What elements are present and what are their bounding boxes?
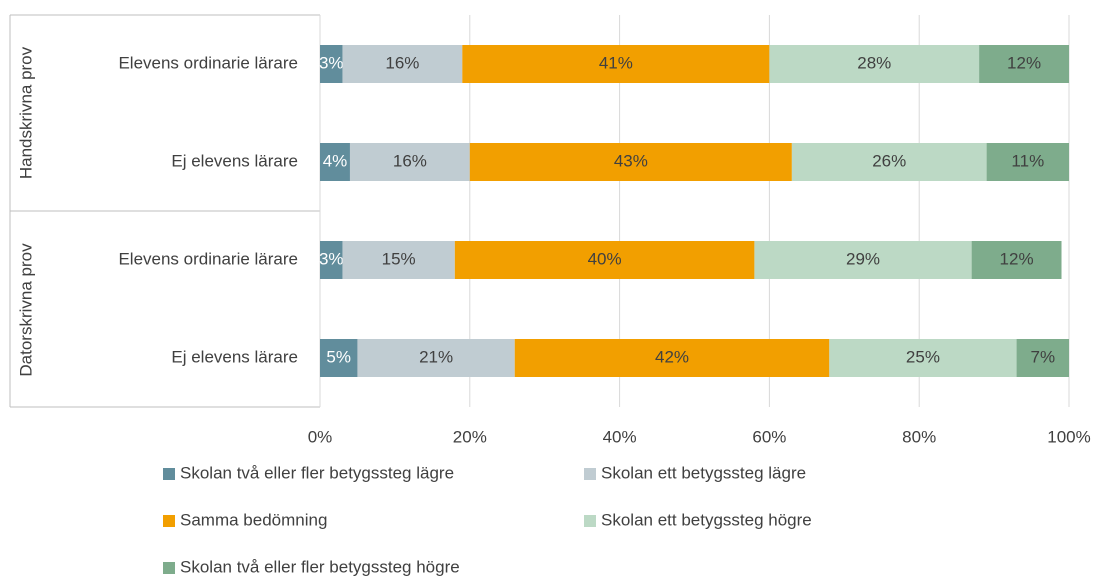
bar-segment [469, 143, 792, 181]
bar-segment [462, 45, 770, 83]
data-label: 28% [857, 53, 891, 72]
legend-label: Skolan två eller fler betygssteg lägre [180, 463, 454, 482]
y-tick-label: Ej elevens lärare [171, 151, 298, 170]
data-label: 4% [323, 151, 348, 170]
data-label: 41% [599, 53, 633, 72]
legend-label: Samma bedömning [180, 510, 327, 529]
data-label: 43% [614, 151, 648, 170]
data-label: 40% [588, 249, 622, 268]
bar-segment [320, 143, 350, 181]
bar-segment [514, 339, 830, 377]
data-label: 3% [319, 53, 344, 72]
legend-label: Skolan två eller fler betygssteg högre [180, 557, 460, 576]
data-label: 11% [1011, 151, 1044, 170]
y-tick-label: Elevens ordinarie lärare [118, 53, 298, 72]
bar-segment [971, 241, 1062, 279]
bar-segment [769, 45, 980, 83]
bar-segment [979, 45, 1069, 83]
data-label: 42% [655, 347, 689, 366]
bar-segment [791, 143, 987, 181]
data-label: 16% [385, 53, 419, 72]
bar-segment [342, 45, 463, 83]
legend-swatch [584, 515, 596, 527]
data-label: 5% [326, 347, 351, 366]
legend-label: Skolan ett betygssteg högre [601, 510, 812, 529]
legend-swatch [163, 468, 175, 480]
data-label: 15% [382, 249, 416, 268]
group-label: Handskrivna prov [16, 46, 35, 179]
data-label: 21% [419, 347, 453, 366]
legend-swatch [584, 468, 596, 480]
data-label: 12% [1007, 53, 1041, 72]
legend-swatch [163, 515, 175, 527]
bar-segment [320, 45, 343, 83]
bar-segment [320, 241, 343, 279]
data-label: 25% [906, 347, 940, 366]
x-tick-label: 100% [1047, 427, 1090, 446]
bar-segment [986, 143, 1069, 181]
bar-segment [454, 241, 755, 279]
x-tick-label: 80% [902, 427, 936, 446]
bar-segment [829, 339, 1017, 377]
x-tick-label: 0% [308, 427, 333, 446]
x-tick-label: 20% [453, 427, 487, 446]
data-label: 16% [393, 151, 427, 170]
x-tick-label: 60% [752, 427, 786, 446]
bar-segment [342, 241, 455, 279]
bar-segment [320, 339, 358, 377]
y-tick-label: Ej elevens lärare [171, 347, 298, 366]
data-label: 12% [1000, 249, 1034, 268]
group-label: Datorskrivna prov [16, 243, 35, 377]
legend-label: Skolan ett betygssteg lägre [601, 463, 806, 482]
data-label: 26% [872, 151, 906, 170]
bar-segment [1016, 339, 1069, 377]
x-tick-label: 40% [603, 427, 637, 446]
y-tick-label: Elevens ordinarie lärare [118, 249, 298, 268]
data-label: 3% [319, 249, 344, 268]
data-label: 29% [846, 249, 880, 268]
data-label: 7% [1030, 347, 1055, 366]
bar-segment [349, 143, 470, 181]
legend-swatch [163, 562, 175, 574]
bar-segment [754, 241, 972, 279]
bar-segment [357, 339, 515, 377]
